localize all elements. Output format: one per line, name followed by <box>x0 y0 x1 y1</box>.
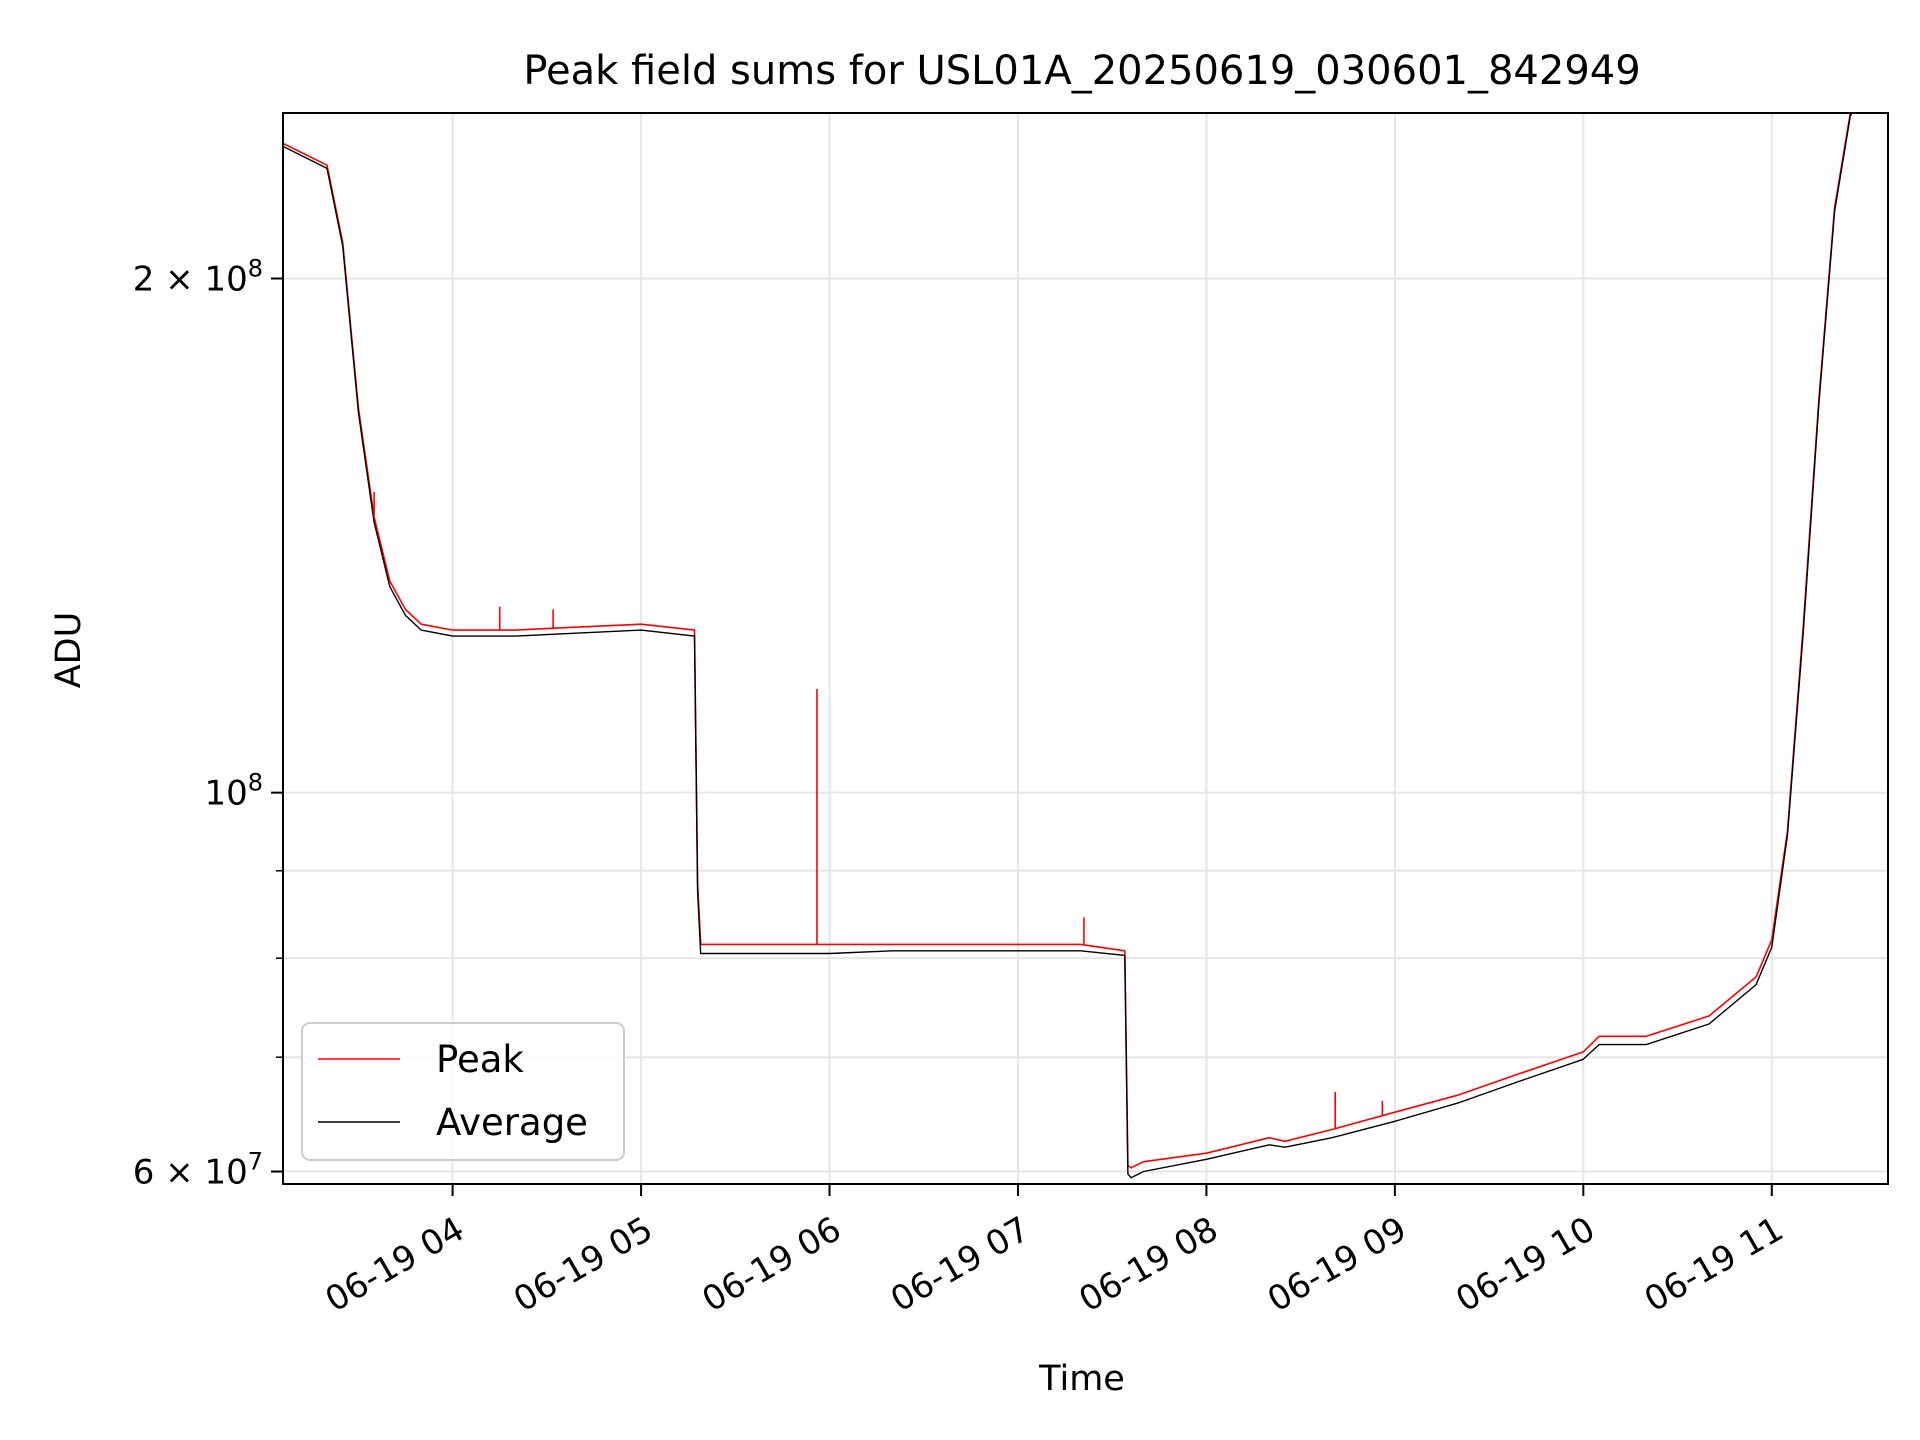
legend-box <box>301 1022 625 1161</box>
x-axis-label: Time <box>1038 1359 1125 1399</box>
y-tick-base: 10 <box>204 774 247 814</box>
y-tick-base: 2 × 10 <box>133 260 248 300</box>
legend-label-peak: Peak <box>436 1038 524 1081</box>
y-tick-label: 6 × 107 <box>133 1148 263 1193</box>
y-tick-base: 6 × 10 <box>133 1153 248 1193</box>
y-tick-label: 108 <box>204 769 263 814</box>
y-tick-exponent: 7 <box>248 1148 263 1176</box>
y-tick-exponent: 8 <box>248 769 263 797</box>
y-tick-label: 2 × 108 <box>133 255 263 300</box>
y-axis-label: ADU <box>49 612 89 689</box>
legend: Peak Average <box>301 1022 625 1161</box>
y-tick-exponent: 8 <box>248 255 263 283</box>
plot-frame <box>282 112 1889 1185</box>
series-line-average <box>283 113 1853 1179</box>
series-group <box>283 113 1853 1179</box>
series-line-peak <box>283 113 1852 1169</box>
series-layer <box>283 113 1853 1179</box>
chart-title: Peak field sums for USL01A_20250619_0306… <box>523 48 1640 94</box>
legend-label-average: Average <box>436 1101 588 1144</box>
